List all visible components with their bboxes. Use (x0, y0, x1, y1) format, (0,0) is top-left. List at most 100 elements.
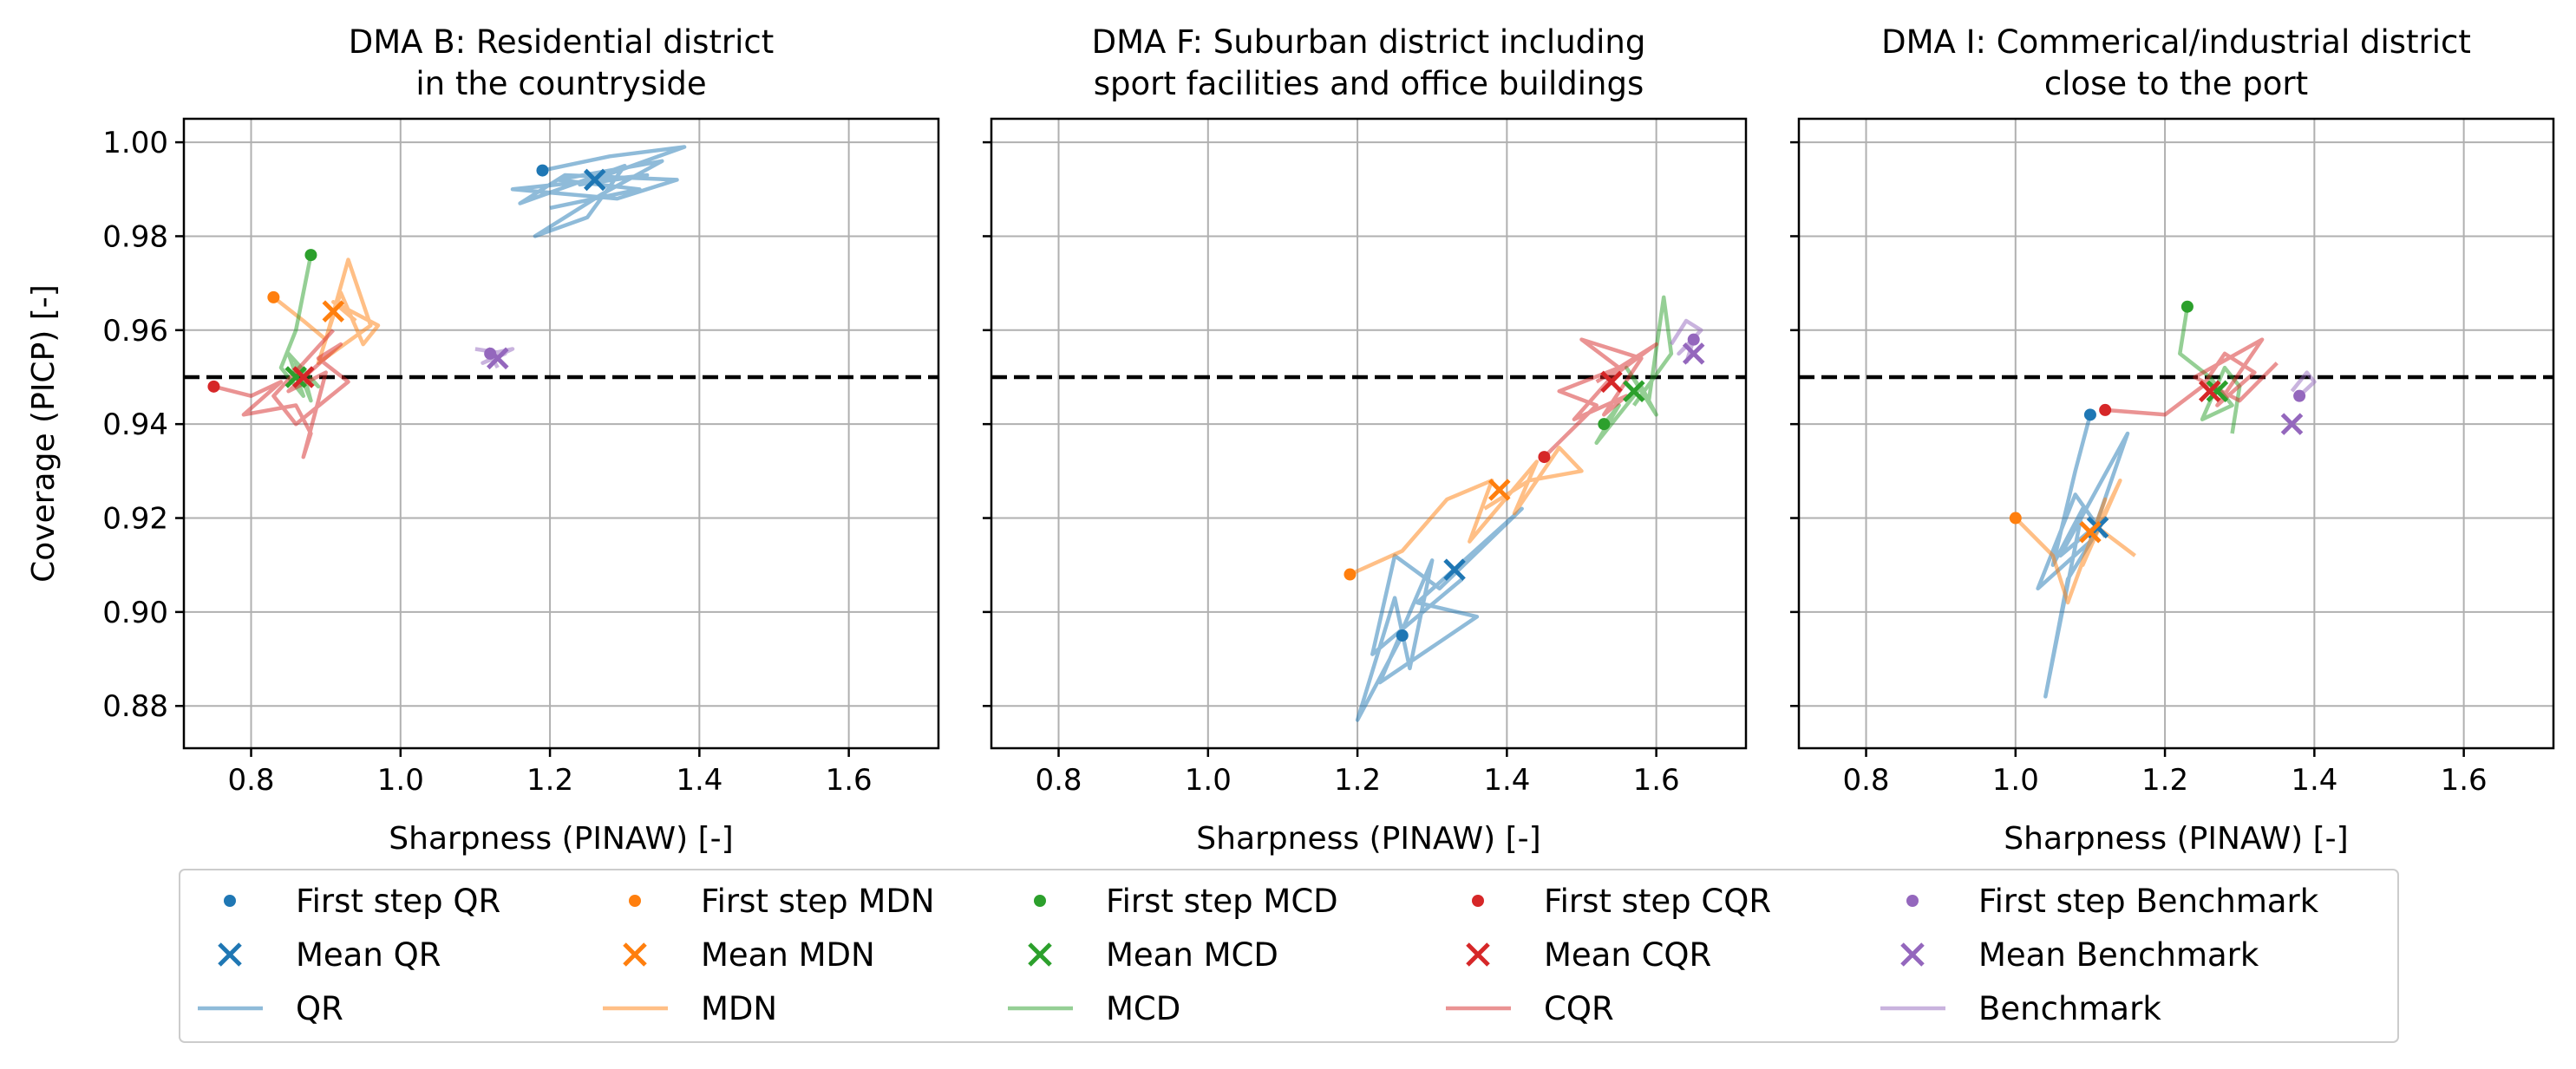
legend-label: MCD (1106, 990, 1180, 1027)
first-step-benchmark (1687, 333, 1700, 346)
mean-mdn (2079, 521, 2102, 544)
legend-first-step-mdn: First step MDN (629, 883, 935, 920)
legend-label: QR (296, 990, 343, 1027)
panel-title-line2: in the countryside (415, 65, 706, 102)
legend-mdn: MDN (603, 990, 777, 1027)
y-tick-label: 0.90 (102, 596, 168, 630)
x-tick-label: 1.0 (1185, 763, 1232, 798)
mean-cqr (292, 366, 315, 388)
panel-title-line1: DMA F: Suburban district including (1092, 23, 1646, 61)
legend-dot-marker (1034, 895, 1046, 907)
legend-mean-qr: Mean QR (218, 936, 441, 974)
panel-3: 0.8 1.0 1.2 1.4 1.6 Sharpness (PINAW) [-] DMA … (1790, 23, 2555, 857)
mean-qr (583, 168, 606, 192)
trajectory-qr (510, 145, 687, 238)
legend-cross-marker (623, 942, 647, 967)
x-axis-title: Sharpness (PINAW) [-] (389, 821, 733, 857)
mean-benchmark (2280, 413, 2304, 435)
legend-cross-marker (1466, 942, 1490, 967)
x-tick-label: 1.6 (1633, 763, 1680, 798)
panel-title-line2: sport facilities and office buildings (1094, 65, 1644, 102)
mean-mcd (2206, 380, 2229, 403)
legend-label: Mean QR (296, 936, 441, 974)
legend-dot-marker (224, 895, 236, 907)
first-step-qr (1396, 629, 1409, 642)
mean-qr (1443, 558, 1466, 581)
legend-label: Mean MDN (701, 936, 875, 974)
y-tick-label: 0.88 (102, 689, 168, 724)
mean-mcd (284, 366, 307, 388)
legend-cross-marker (1028, 942, 1052, 967)
legend-first-step-benchmark: First step Benchmark (1906, 883, 2319, 920)
mean-benchmark (487, 347, 509, 370)
legend-mean-mcd: Mean MCD (1028, 936, 1278, 974)
axes-frame (182, 117, 940, 750)
first-step-mdn (1344, 568, 1357, 581)
panel-title-line1: DMA B: Residential district (349, 23, 775, 61)
legend-dot-marker (1906, 895, 1919, 907)
legend-dot-marker (1472, 895, 1484, 907)
legend: First step QR First step MDN First step MC… (179, 869, 2399, 1043)
mean-mdn (322, 300, 345, 323)
legend-label: MDN (701, 990, 777, 1027)
legend-first-step-cqr: First step CQR (1472, 883, 1771, 920)
x-tick-label: 0.8 (227, 763, 274, 798)
y-tick-label: 1.00 (102, 126, 168, 160)
legend-label: Mean Benchmark (1978, 936, 2259, 974)
trajectory-qr (1355, 506, 1524, 722)
legend-mean-mdn: Mean MDN (623, 936, 875, 974)
first-step-mcd (1598, 418, 1611, 431)
mean-cqr (2198, 380, 2221, 403)
first-step-mcd (304, 249, 317, 262)
legend-cqr: CQR (1446, 990, 1614, 1027)
first-step-cqr (1538, 451, 1551, 464)
x-tick-label: 0.8 (1842, 763, 1889, 798)
legend-first-step-qr: First step QR (224, 883, 500, 920)
legend-mcd: MCD (1008, 990, 1180, 1027)
x-axis-title: Sharpness (PINAW) [-] (1196, 821, 1540, 857)
axes-frame (1797, 117, 2555, 750)
trajectory-benchmark (2290, 370, 2317, 398)
legend-mean-benchmark: Mean Benchmark (1900, 936, 2259, 974)
first-step-qr (2083, 408, 2096, 421)
mean-mcd (1623, 380, 1645, 403)
x-tick-label: 1.2 (2141, 763, 2188, 798)
y-tick-label: 0.94 (102, 407, 168, 442)
trajectory-mdn (1349, 446, 1584, 577)
first-step-qr (536, 164, 549, 177)
mean-cqr (1600, 370, 1623, 394)
legend-label: CQR (1544, 990, 1614, 1027)
x-tick-label: 1.4 (2291, 763, 2337, 798)
panel-title-line2: close to the port (2044, 65, 2308, 102)
first-step-benchmark (2293, 389, 2306, 402)
axes-frame (990, 117, 1748, 750)
first-step-mcd (2180, 300, 2194, 313)
x-tick-label: 1.6 (826, 763, 873, 798)
trajectory-mcd (278, 254, 321, 403)
x-tick-label: 1.4 (1483, 763, 1530, 798)
x-tick-label: 1.4 (676, 763, 722, 798)
trajectory-mcd (2178, 306, 2242, 434)
mean-mdn (1487, 479, 1511, 501)
first-step-mdn (267, 290, 280, 303)
legend-label: Mean CQR (1544, 936, 1711, 974)
panel-title-line1: DMA I: Commerical/industrial district (1881, 23, 2471, 61)
legend-label: First step MCD (1106, 883, 1338, 920)
x-tick-label: 1.2 (1334, 763, 1381, 798)
y-tick-label: 0.96 (102, 314, 168, 349)
legend-cross-marker (1900, 942, 1925, 967)
y-tick-label: 0.92 (102, 502, 168, 537)
legend-label: Benchmark (1978, 990, 2161, 1027)
trajectory-cqr (212, 329, 350, 460)
legend-label: Mean MCD (1106, 936, 1278, 974)
panel-2: 0.8 1.0 1.2 1.4 1.6 Sharpness (PINAW) [-] DMA … (983, 23, 1748, 857)
panel-1: 0.8 1.0 1.2 1.4 1.6 0.88 0.90 0.92 0.94 0.96 0.98 1… (102, 23, 940, 857)
x-tick-label: 0.8 (1035, 763, 1082, 798)
first-step-mdn (2009, 512, 2022, 525)
legend-dot-marker (629, 895, 641, 907)
x-axis-title: Sharpness (PINAW) [-] (2004, 821, 2348, 857)
x-tick-label: 1.6 (2441, 763, 2488, 798)
mean-benchmark (1682, 342, 1705, 365)
x-tick-label: 1.2 (526, 763, 573, 798)
